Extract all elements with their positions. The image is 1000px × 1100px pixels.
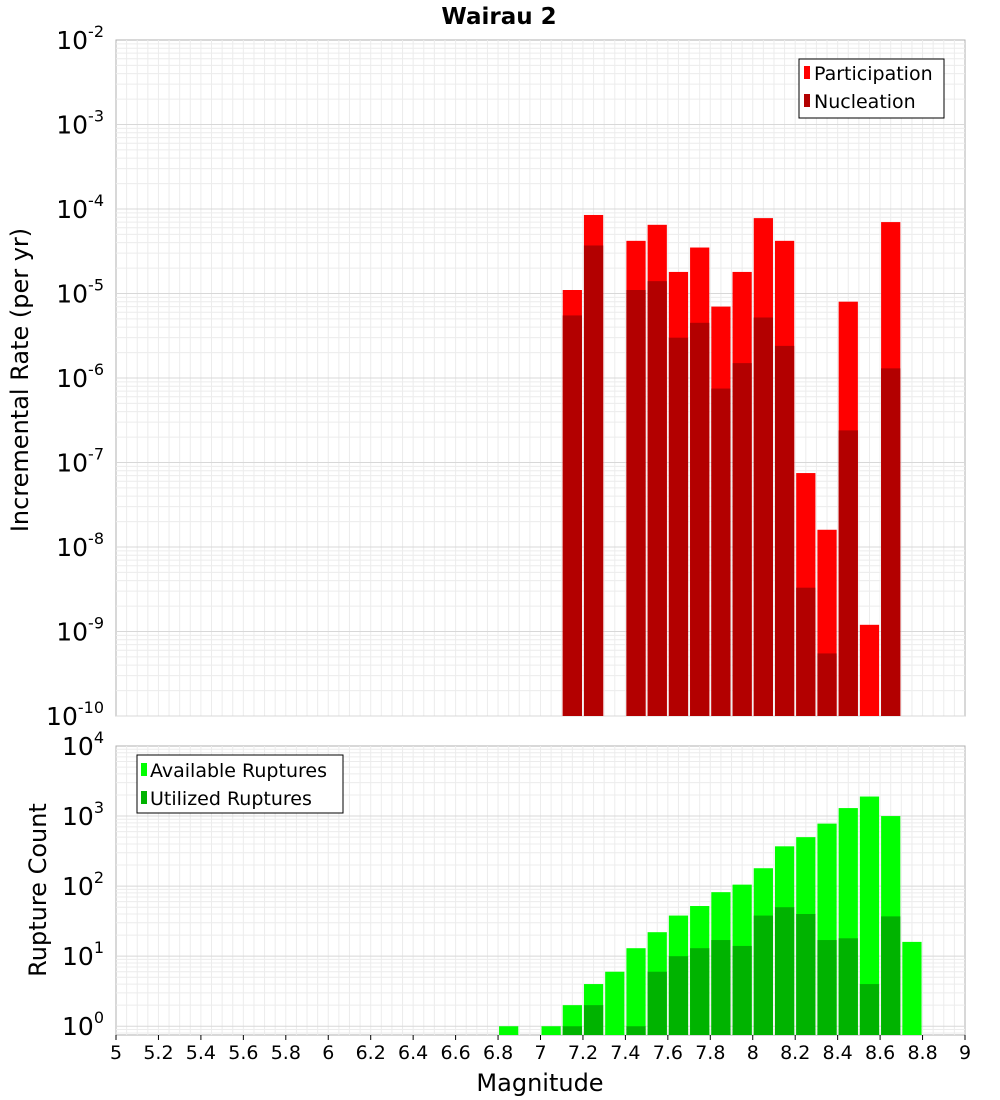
y-tick-label: 10-9 (56, 614, 104, 647)
x-tick-label: 8.8 (907, 1042, 937, 1064)
bar-nucleation-8.15 (774, 345, 795, 716)
bar-utilized-ruptures-8.35 (817, 940, 837, 1035)
legend-swatch-available (141, 763, 147, 776)
bar-available-ruptures-8.75 (902, 941, 922, 1035)
y-tick-label: 10-8 (56, 529, 104, 562)
bar-utilized-ruptures-7.75 (690, 948, 710, 1035)
bar-utilized-ruptures-8.05 (753, 915, 773, 1035)
y-tick-label: 10-10 (46, 698, 104, 731)
x-tick-label: 8 (747, 1042, 759, 1064)
bar-nucleation-7.45 (626, 290, 646, 716)
legend-label-nucleation: Nucleation (814, 91, 916, 113)
bar-nucleation-7.95 (732, 363, 752, 716)
x-tick-label: 7 (534, 1042, 546, 1064)
y-tick-label: 10-5 (56, 276, 104, 309)
bar-available-ruptures-7.05 (541, 1026, 561, 1035)
bar-utilized-ruptures-8.65 (881, 916, 901, 1035)
x-tick-label: 8.4 (823, 1042, 853, 1064)
top-bars (562, 214, 901, 717)
bar-available-ruptures-8.55 (859, 796, 880, 1035)
bar-nucleation-8.25 (796, 587, 816, 716)
bar-utilized-ruptures-8.25 (796, 914, 816, 1035)
y-tick-label: 10-3 (56, 107, 104, 140)
bar-nucleation-7.55 (647, 281, 667, 716)
y-tick-label: 102 (62, 868, 104, 901)
legend-swatch-nucleation (804, 94, 810, 107)
bar-available-ruptures-7.35 (605, 971, 625, 1035)
bottom-bars (499, 796, 922, 1035)
top-y-axis-label: Incremental Rate (per yr) (6, 228, 34, 532)
top-grid (116, 40, 965, 717)
bottom-legend: Available Ruptures Utilized Ruptures (136, 754, 344, 814)
x-tick-label: 7.4 (610, 1042, 640, 1064)
bar-utilized-ruptures-7.15 (562, 1026, 582, 1035)
x-tick-label: 6 (322, 1042, 334, 1064)
y-tick-label: 104 (62, 728, 104, 761)
x-tick-label: 5.2 (143, 1042, 173, 1064)
bar-nucleation-7.15 (562, 315, 582, 716)
bar-nucleation-8.65 (881, 368, 901, 716)
legend-label-utilized: Utilized Ruptures (150, 788, 312, 810)
top-legend: Participation Nucleation (798, 58, 945, 119)
x-tick-label: 6.2 (356, 1042, 386, 1064)
bar-nucleation-8.45 (838, 430, 858, 716)
x-tick-label: 7.8 (695, 1042, 725, 1064)
y-tick-label: 10-6 (56, 360, 104, 393)
x-tick-label: 8.2 (780, 1042, 810, 1064)
bar-nucleation-8.35 (817, 653, 837, 716)
x-tick-label: 5.6 (228, 1042, 258, 1064)
x-tick-label: 9 (959, 1042, 971, 1064)
bar-nucleation-7.75 (690, 322, 710, 716)
bar-utilized-ruptures-7.85 (711, 940, 731, 1035)
bottom-y-tick-labels: 100 101 102 103 104 (62, 728, 104, 1041)
x-tick-label: 6.8 (483, 1042, 513, 1064)
top-y-tick-labels: 10-10 10-9 10-8 10-7 10-6 10-5 10-4 10-3 10-2 (46, 22, 104, 731)
x-tick-label: 5.8 (271, 1042, 301, 1064)
bar-utilized-ruptures-8.55 (859, 984, 880, 1035)
bar-available-ruptures-7.45 (626, 948, 646, 1035)
bar-utilized-ruptures-8.15 (774, 907, 795, 1035)
x-tick-label: 5 (110, 1042, 122, 1064)
bar-utilized-ruptures-7.25 (583, 1005, 604, 1035)
legend-label-available: Available Ruptures (150, 760, 327, 782)
bar-utilized-ruptures-8.45 (838, 938, 858, 1035)
legend-swatch-participation (804, 66, 810, 79)
chart-title: Wairau 2 (441, 4, 556, 30)
y-tick-label: 103 (62, 798, 104, 831)
y-tick-label: 10-4 (56, 191, 104, 224)
bar-utilized-ruptures-7.65 (668, 956, 689, 1035)
x-tick-label: 6.6 (440, 1042, 470, 1064)
x-tick-label: 7.2 (568, 1042, 598, 1064)
bar-nucleation-7.65 (668, 337, 689, 716)
y-tick-label: 10-7 (56, 445, 104, 478)
x-tick-labels: 5 5.2 5.4 5.6 5.8 6 6.2 6.4 6.6 6.8 7 7.2 7.4 7.6 7.8 8… (110, 1035, 971, 1064)
bar-nucleation-7.85 (711, 388, 731, 716)
legend-swatch-utilized (141, 791, 147, 804)
bottom-y-axis-label: Rupture Count (24, 803, 52, 977)
bar-nucleation-8.05 (753, 317, 773, 716)
x-tick-label: 8.6 (865, 1042, 895, 1064)
x-tick-label: 5.4 (186, 1042, 216, 1064)
y-tick-label: 101 (62, 938, 104, 971)
bar-participation-8.55 (859, 624, 880, 716)
bar-available-ruptures-6.85 (499, 1026, 519, 1035)
y-tick-label: 100 (62, 1008, 104, 1041)
bar-nucleation-7.25 (583, 245, 604, 717)
x-axis-label: Magnitude (476, 1069, 603, 1097)
bar-utilized-ruptures-7.45 (626, 1026, 646, 1035)
bar-utilized-ruptures-7.55 (647, 971, 667, 1035)
x-tick-label: 7.6 (653, 1042, 683, 1064)
y-tick-label: 10-2 (56, 22, 104, 55)
x-tick-label: 6.4 (398, 1042, 428, 1064)
bar-utilized-ruptures-7.95 (732, 945, 752, 1035)
legend-label-participation: Participation (814, 63, 933, 85)
